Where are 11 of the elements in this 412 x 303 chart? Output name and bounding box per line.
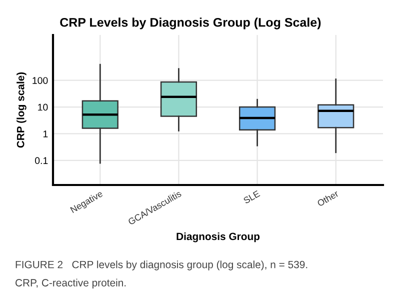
y-axis-title: CRP (log scale) — [16, 72, 26, 148]
y-tick-label: 10 — [38, 104, 48, 111]
y-tick-label: 0.1 — [35, 157, 48, 164]
y-tick-label: 100 — [32, 77, 48, 84]
x-tick-label: SLE — [242, 190, 260, 204]
caption: FIGURE 2 CRP levels by diagnosis group (log scale), n = 539. — [16, 260, 308, 270]
y-tick-label: 1 — [43, 130, 48, 138]
chart-title: CRP Levels by Diagnosis Group (Log Scale) — [60, 18, 321, 30]
x-axis-title: Diagnosis Group — [176, 232, 260, 242]
text: CRP, C-reactive protein. — [16, 278, 126, 288]
x-tick-label: Other — [316, 190, 340, 207]
